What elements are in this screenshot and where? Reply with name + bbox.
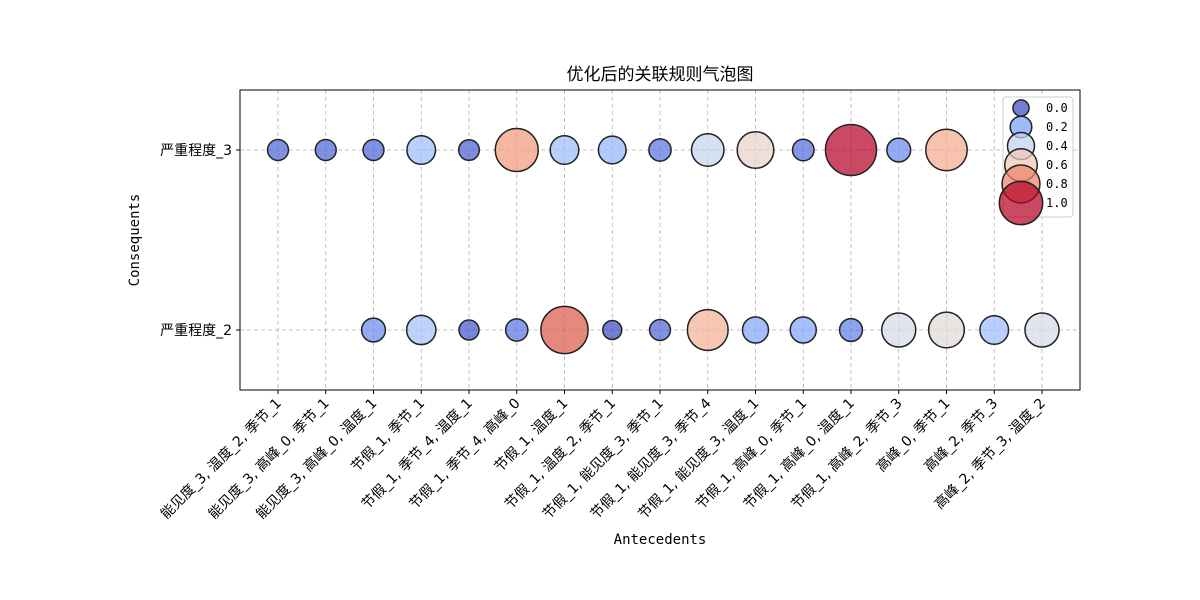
bubble	[540, 305, 589, 355]
bubble	[597, 135, 627, 165]
bubble	[791, 138, 815, 162]
bubble	[925, 128, 968, 172]
bubble	[1024, 312, 1060, 348]
bubble	[736, 130, 775, 170]
legend-bubble	[998, 180, 1044, 226]
bubble	[648, 318, 672, 342]
bubble	[504, 318, 529, 342]
legend-label: 0.2	[1046, 120, 1068, 134]
bubble	[406, 134, 437, 166]
bubble	[314, 138, 337, 162]
bubble	[824, 123, 878, 177]
bubble	[360, 317, 387, 343]
bubble	[686, 308, 729, 352]
bubble	[880, 312, 917, 348]
legend-label: 0.4	[1046, 139, 1068, 153]
bubble	[979, 314, 1010, 346]
legend-label: 1.0	[1046, 196, 1068, 210]
bubble	[838, 317, 864, 343]
chart-title: 优化后的关联规则气泡图	[567, 65, 754, 85]
y-axis-label: Consequents	[127, 194, 143, 287]
y-tick-label: 严重程度_3	[160, 143, 232, 159]
bubble	[648, 138, 672, 162]
legend-label: 0.8	[1046, 177, 1068, 191]
legend: 0.0 0.2 0.4 0.6 0.8 1.0	[998, 96, 1074, 226]
bubble	[458, 319, 480, 341]
bubbles	[266, 123, 1060, 355]
legend-label: 0.0	[1046, 101, 1068, 115]
bubble	[457, 138, 481, 162]
y-tick-label: 严重程度_2	[160, 323, 232, 339]
bubble	[549, 134, 580, 166]
legend-bubble	[1012, 99, 1030, 117]
bubble	[266, 138, 290, 162]
bubble	[405, 314, 437, 346]
legend-label: 0.6	[1046, 158, 1068, 172]
x-axis-label: Antecedents	[614, 532, 707, 548]
bubble	[886, 137, 912, 163]
bubble	[602, 319, 623, 341]
bubble	[741, 316, 770, 344]
bubble	[362, 138, 385, 162]
bubble	[690, 133, 725, 167]
bubble	[494, 127, 539, 173]
bubble	[789, 316, 818, 344]
bubble	[927, 311, 966, 349]
